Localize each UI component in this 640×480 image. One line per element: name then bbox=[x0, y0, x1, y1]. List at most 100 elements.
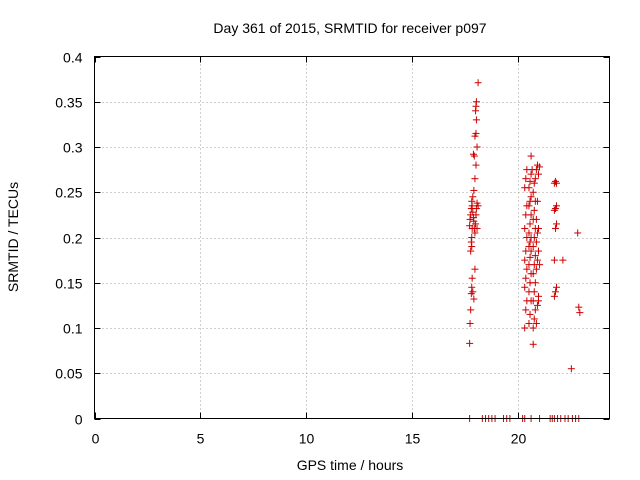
data-point bbox=[559, 256, 567, 264]
data-point bbox=[531, 175, 539, 183]
data-point bbox=[532, 215, 540, 223]
data-point bbox=[530, 288, 538, 296]
data-points bbox=[466, 79, 584, 422]
data-point bbox=[472, 220, 480, 228]
data-point bbox=[470, 295, 478, 303]
data-point bbox=[551, 177, 559, 185]
data-point bbox=[472, 98, 480, 106]
data-point bbox=[533, 229, 541, 237]
data-point bbox=[471, 175, 479, 183]
data-point bbox=[466, 339, 474, 347]
data-point bbox=[526, 253, 534, 261]
x-tick-label: 5 bbox=[197, 431, 205, 447]
data-point bbox=[522, 306, 530, 314]
y-tick-label: 0.3 bbox=[63, 140, 83, 156]
y-tick-label: 0.35 bbox=[55, 95, 82, 111]
data-point bbox=[474, 79, 482, 87]
data-point bbox=[574, 229, 582, 237]
x-axis-label: GPS time / hours bbox=[297, 457, 404, 473]
data-point bbox=[531, 252, 539, 260]
data-point bbox=[473, 143, 481, 151]
data-point bbox=[535, 297, 543, 305]
data-point bbox=[526, 220, 534, 228]
data-point bbox=[472, 129, 480, 137]
data-point bbox=[530, 234, 538, 241]
grid-lines bbox=[94, 56, 610, 419]
data-point bbox=[521, 283, 529, 291]
y-axis-label: SRMTID / TECUs bbox=[5, 182, 21, 292]
data-point bbox=[470, 186, 478, 194]
data-point bbox=[533, 301, 541, 309]
x-tick-label: 20 bbox=[511, 431, 527, 447]
data-point bbox=[525, 184, 533, 192]
data-point bbox=[553, 179, 561, 187]
data-point bbox=[527, 247, 535, 255]
data-point bbox=[535, 224, 543, 232]
data-point bbox=[526, 238, 534, 246]
data-point bbox=[530, 315, 538, 323]
data-point bbox=[523, 265, 531, 273]
data-point bbox=[467, 290, 475, 298]
data-point bbox=[527, 170, 535, 178]
data-point bbox=[535, 170, 543, 178]
data-point bbox=[522, 175, 530, 183]
data-point bbox=[529, 324, 537, 332]
data-point bbox=[553, 283, 561, 291]
data-point bbox=[551, 288, 559, 296]
data-point bbox=[533, 256, 541, 264]
tick-labels: 0 0.05 0.1 0.15 0.2 0.25 0.3 0.35 0.4 0 5 10 15 20 bbox=[55, 50, 526, 447]
data-point bbox=[468, 202, 476, 210]
data-point bbox=[529, 243, 537, 251]
data-point bbox=[521, 324, 529, 332]
data-point bbox=[526, 310, 534, 318]
data-point bbox=[471, 265, 479, 273]
data-point bbox=[567, 365, 575, 373]
data-point bbox=[530, 179, 538, 187]
data-point bbox=[529, 188, 537, 196]
y-tick-label: 0.2 bbox=[63, 231, 83, 247]
axis-ticks bbox=[94, 56, 610, 420]
data-point bbox=[550, 206, 558, 214]
y-tick-label: 0.25 bbox=[55, 185, 82, 201]
y-tick-label: 0.1 bbox=[63, 321, 83, 337]
data-point bbox=[532, 265, 540, 273]
y-tick-label: 0.15 bbox=[55, 276, 82, 292]
x-tick-label: 0 bbox=[92, 431, 100, 447]
data-point bbox=[550, 256, 558, 264]
data-point bbox=[536, 163, 544, 171]
data-point bbox=[468, 243, 476, 251]
data-point bbox=[531, 306, 539, 314]
data-point bbox=[467, 247, 475, 255]
data-point bbox=[576, 309, 584, 317]
x-tick-label: 15 bbox=[405, 431, 421, 447]
data-point bbox=[533, 197, 541, 205]
y-tick-label: 0 bbox=[75, 412, 83, 428]
data-point bbox=[527, 193, 535, 201]
data-point bbox=[470, 152, 478, 160]
data-point bbox=[526, 177, 534, 185]
data-point bbox=[466, 319, 474, 327]
data-point bbox=[532, 319, 540, 327]
data-point bbox=[553, 220, 561, 228]
data-point bbox=[531, 279, 539, 287]
data-point bbox=[469, 150, 477, 158]
data-point bbox=[468, 274, 476, 282]
data-point bbox=[529, 340, 537, 348]
data-point bbox=[535, 247, 543, 255]
data-point bbox=[575, 303, 583, 311]
data-point bbox=[530, 206, 538, 214]
data-point bbox=[521, 256, 529, 264]
data-point bbox=[527, 152, 535, 160]
data-point bbox=[550, 292, 558, 300]
data-point bbox=[468, 234, 476, 241]
data-point bbox=[469, 288, 477, 296]
data-point bbox=[467, 306, 475, 314]
data-point bbox=[525, 202, 533, 210]
data-point bbox=[521, 224, 529, 232]
data-point bbox=[529, 270, 537, 278]
y-tick-label: 0.05 bbox=[55, 366, 82, 382]
data-point bbox=[472, 211, 480, 219]
data-point bbox=[469, 193, 477, 201]
data-point bbox=[466, 215, 474, 223]
